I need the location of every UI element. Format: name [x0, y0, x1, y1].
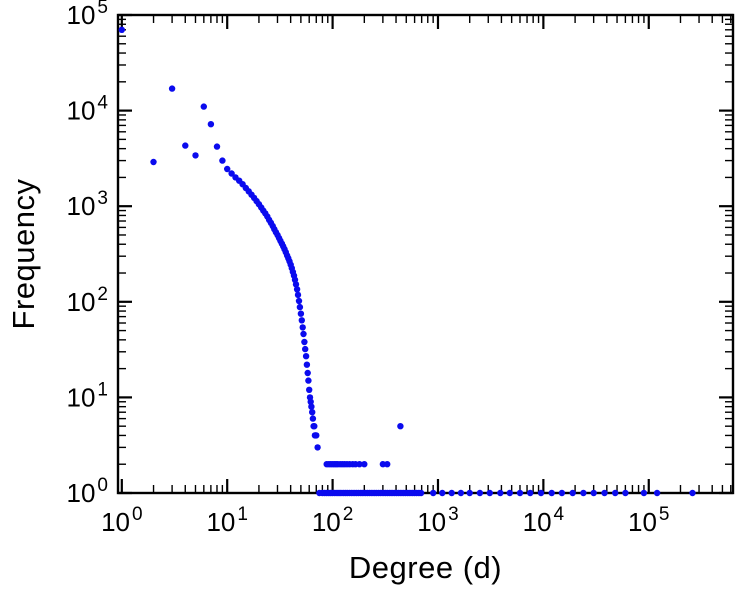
data-point — [548, 489, 555, 497]
y-axis-label: Frequency — [6, 178, 41, 330]
data-point — [307, 398, 314, 405]
data-point — [497, 489, 504, 497]
data-point — [192, 152, 199, 159]
data-point — [516, 489, 524, 497]
data-point — [537, 489, 545, 497]
data-point — [305, 377, 312, 384]
plot-frame — [116, 13, 735, 495]
data-point — [228, 170, 235, 177]
data-point — [653, 489, 661, 497]
data-point — [397, 423, 404, 430]
y-tick-label: 10 4 — [67, 93, 109, 126]
x-tick-exponent: 1 — [237, 504, 248, 525]
data-point — [224, 165, 231, 173]
data-point — [361, 461, 368, 468]
data-point — [303, 361, 311, 368]
x-tick-label: 10 5 — [628, 504, 670, 537]
data-point — [293, 286, 301, 293]
data-point — [292, 281, 300, 288]
data-point — [314, 444, 321, 451]
data-point — [306, 386, 313, 393]
data-point — [356, 461, 363, 468]
y-tick-label: 10 3 — [67, 188, 109, 221]
y-tick-exponent: 1 — [97, 379, 108, 400]
y-tick-exponent: 0 — [97, 475, 108, 496]
data-point — [640, 489, 648, 497]
x-tick-label: 10 4 — [523, 504, 565, 537]
data-point — [384, 461, 391, 468]
data-point — [590, 489, 597, 497]
data-point — [299, 324, 306, 331]
y-tick-label: 10 2 — [67, 284, 109, 317]
data-point — [476, 489, 484, 497]
data-point — [311, 423, 318, 430]
y-tick-exponent: 2 — [97, 284, 108, 305]
data-point — [118, 26, 126, 33]
data-point — [612, 489, 619, 497]
y-tick-exponent: 5 — [97, 0, 108, 18]
data-point — [301, 338, 308, 346]
data-point — [309, 415, 317, 422]
data-point — [527, 489, 534, 497]
data-point — [309, 409, 316, 416]
data-point — [302, 345, 309, 353]
x-axis-label: Degree (d) — [348, 550, 503, 585]
data-point — [569, 489, 576, 497]
data-point — [457, 489, 465, 497]
data-point — [580, 489, 587, 497]
x-tick-label: 10 0 — [101, 504, 143, 537]
x-tick-label: 10 1 — [206, 504, 248, 537]
data-point — [689, 489, 696, 497]
x-tick-exponent: 5 — [659, 504, 670, 525]
x-tick-exponent: 2 — [343, 504, 354, 525]
data-point — [601, 489, 608, 497]
data-point — [207, 121, 215, 128]
data-point — [302, 353, 310, 360]
data-point — [430, 489, 437, 497]
x-tick-label: 10 3 — [417, 504, 459, 537]
y-tick-label: 10 1 — [67, 379, 109, 412]
data-point — [439, 489, 446, 497]
data-point — [296, 303, 304, 311]
data-point — [300, 330, 307, 338]
data-point — [313, 432, 320, 439]
data-point — [213, 143, 221, 150]
data-point — [622, 489, 629, 497]
data-point — [150, 158, 157, 166]
y-tick-exponent: 4 — [97, 93, 108, 114]
data-point — [168, 85, 176, 92]
data-point — [308, 403, 315, 410]
y-tick-label: 10 5 — [67, 0, 109, 30]
x-tick-exponent: 0 — [132, 504, 143, 525]
data-point — [182, 142, 189, 149]
x-tick-exponent: 4 — [554, 504, 565, 525]
data-point — [295, 297, 303, 305]
x-tick-label: 10 2 — [312, 504, 354, 537]
data-point — [200, 103, 207, 110]
data-point — [486, 489, 493, 497]
data-point — [298, 317, 305, 324]
y-tick-label: 10 0 — [67, 475, 109, 508]
data-point — [466, 489, 473, 497]
data-point — [506, 489, 513, 497]
data-point — [219, 157, 226, 164]
data-point — [294, 291, 302, 299]
data-point — [304, 369, 311, 377]
y-tick-exponent: 3 — [97, 188, 108, 209]
x-tick-exponent: 3 — [448, 504, 459, 525]
data-point — [448, 489, 455, 497]
data-point — [558, 489, 566, 497]
data-point — [417, 489, 425, 497]
data-point — [297, 310, 305, 317]
